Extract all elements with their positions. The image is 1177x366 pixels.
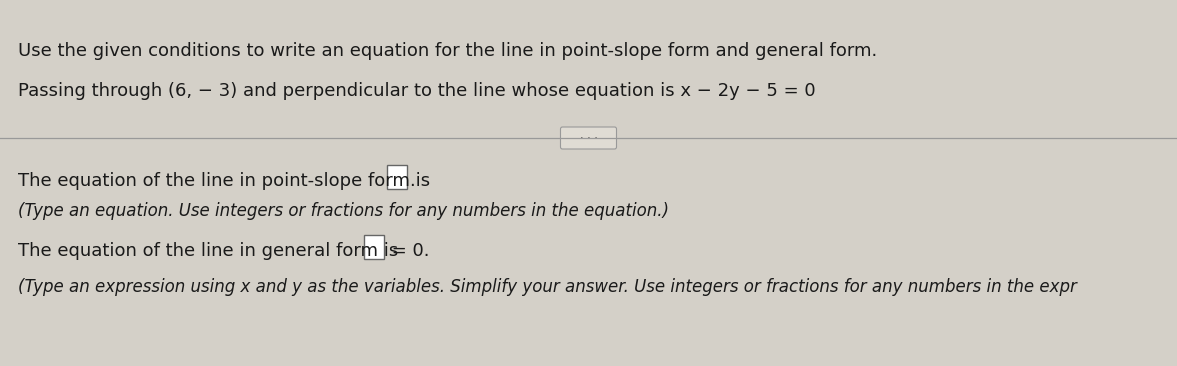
FancyBboxPatch shape bbox=[364, 235, 384, 259]
Text: Passing through (6, − 3) and perpendicular to the line whose equation is x − 2y : Passing through (6, − 3) and perpendicul… bbox=[18, 82, 816, 100]
Text: The equation of the line in point-slope form is: The equation of the line in point-slope … bbox=[18, 172, 435, 190]
Text: The equation of the line in general form is: The equation of the line in general form… bbox=[18, 242, 404, 260]
Text: Use the given conditions to write an equation for the line in point-slope form a: Use the given conditions to write an equ… bbox=[18, 42, 877, 60]
Text: (Type an expression using x and y as the variables. Simplify your answer. Use in: (Type an expression using x and y as the… bbox=[18, 278, 1077, 296]
Text: .: . bbox=[408, 172, 414, 190]
FancyBboxPatch shape bbox=[387, 165, 407, 189]
FancyBboxPatch shape bbox=[560, 127, 617, 149]
Text: (Type an equation. Use integers or fractions for any numbers in the equation.): (Type an equation. Use integers or fract… bbox=[18, 202, 669, 220]
Text: · · ·: · · · bbox=[579, 133, 598, 143]
Text: = 0.: = 0. bbox=[386, 242, 430, 260]
